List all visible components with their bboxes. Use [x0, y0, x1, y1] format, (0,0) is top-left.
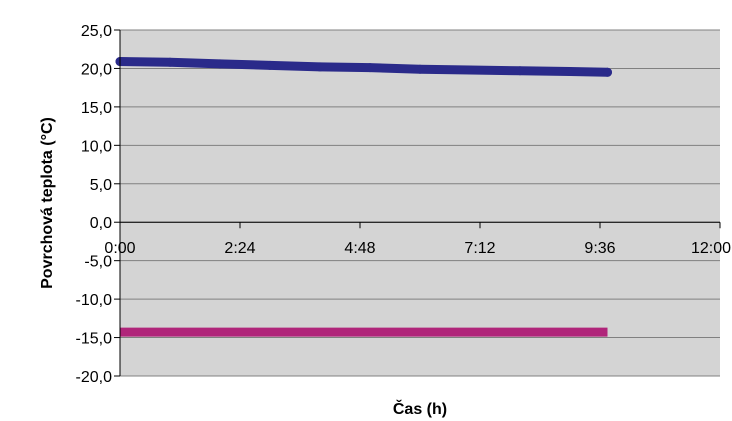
- series-1-point: [215, 59, 225, 69]
- y-tick-label: -15,0: [76, 331, 113, 348]
- x-tick-label: 2:24: [224, 240, 255, 257]
- y-axis-title: Povrchová teplota (°C): [39, 117, 56, 289]
- y-tick-label: 25,0: [81, 23, 112, 40]
- y-tick-label: -10,0: [76, 292, 113, 309]
- x-tick-label: 9:36: [584, 240, 615, 257]
- series-1-point: [603, 67, 612, 77]
- y-tick-label: 5,0: [90, 177, 112, 194]
- y-tick-label: 20,0: [81, 61, 112, 78]
- x-tick-label: 4:48: [344, 240, 375, 257]
- x-axis-title: Čas (h): [393, 399, 447, 418]
- y-tick-label: 0,0: [90, 215, 112, 232]
- series-1-point: [165, 57, 175, 67]
- y-tick-label: -20,0: [76, 369, 113, 386]
- y-tick-label: 15,0: [81, 100, 112, 117]
- x-axis-ticks: 0:00 2:24 4:48 7:12 9:36 12:00: [104, 221, 731, 257]
- y-tick-label: 10,0: [81, 138, 112, 155]
- series-1-point: [415, 64, 425, 74]
- series-1-point: [465, 65, 475, 75]
- y-axis-ticks: 25,0 20,0 15,0 10,0 5,0 0,0 -5,0 -10,0 -15,0 -20,…: [76, 23, 121, 386]
- series-1-point: [265, 60, 275, 70]
- plot-area: [120, 30, 720, 376]
- series-1-point: [565, 67, 575, 77]
- y-tick-label: -5,0: [84, 254, 112, 271]
- x-tick-label: 0:00: [104, 240, 135, 257]
- x-tick-label: 12:00: [691, 240, 731, 257]
- series-1-point: [515, 66, 525, 76]
- series-1-point: [365, 63, 375, 73]
- x-tick-label: 7:12: [464, 240, 495, 257]
- series-1-point: [315, 62, 325, 72]
